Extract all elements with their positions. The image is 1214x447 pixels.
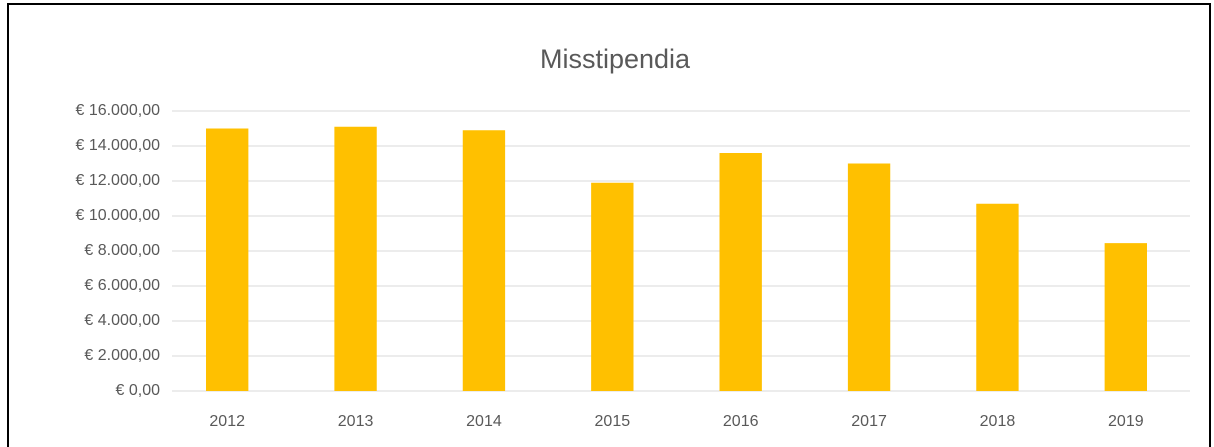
x-tick-label: 2017 [851, 413, 887, 430]
x-tick-label: 2019 [1108, 413, 1144, 430]
x-tick-label: 2015 [595, 413, 631, 430]
bar [591, 182, 634, 391]
bar [206, 128, 249, 391]
chart-title: Misstipendia [540, 44, 691, 74]
chart-frame [7, 3, 1211, 447]
x-tick-label: 2012 [209, 413, 245, 430]
y-tick-label: € 16.000,00 [75, 102, 160, 119]
bar [1104, 243, 1147, 391]
x-tick-label: 2016 [723, 413, 759, 430]
y-tick-label: € 2.000,00 [84, 347, 160, 364]
x-tick-label: 2014 [466, 413, 502, 430]
y-tick-label: € 10.000,00 [75, 207, 160, 224]
y-tick-label: € 14.000,00 [75, 137, 160, 154]
bar [462, 130, 506, 391]
bar [847, 163, 891, 391]
bar [719, 153, 762, 391]
y-tick-label: € 8.000,00 [84, 242, 160, 259]
bar [334, 126, 377, 391]
y-tick-label: € 12.000,00 [75, 172, 160, 189]
x-tick-label: 2018 [980, 413, 1016, 430]
y-tick-label: € 0,00 [116, 382, 161, 399]
x-tick-label: 2013 [338, 413, 374, 430]
bar [976, 203, 1019, 391]
y-tick-label: € 4.000,00 [84, 312, 160, 329]
y-tick-label: € 6.000,00 [84, 277, 160, 294]
